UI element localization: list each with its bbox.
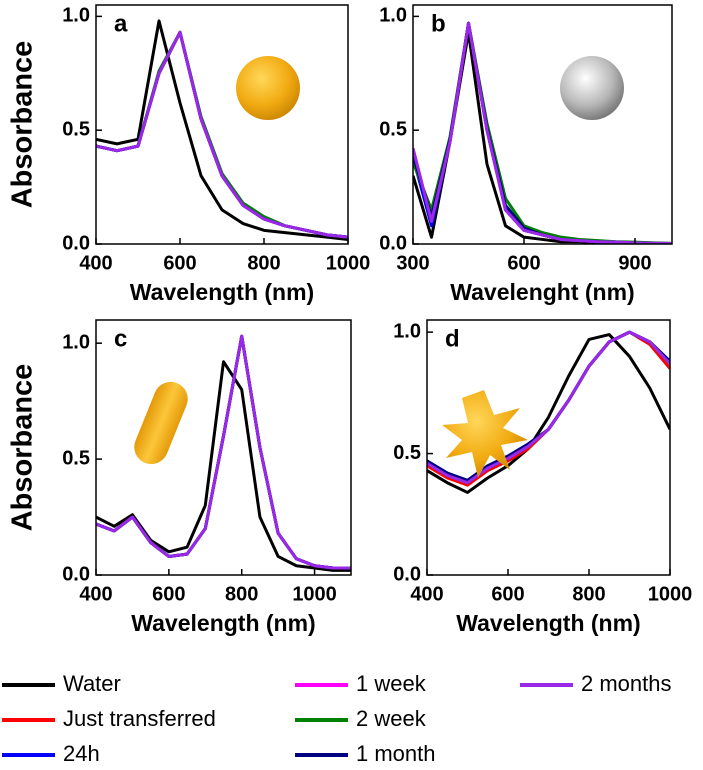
y-tick-label: 0.0 — [393, 563, 421, 585]
series-line — [427, 330, 670, 485]
series-line — [427, 330, 670, 482]
y-tick-label: 0.5 — [379, 118, 407, 140]
x-tick-label: 400 — [79, 252, 112, 274]
series-line — [96, 19, 348, 241]
plot-frame — [412, 4, 673, 245]
plot-frame — [95, 319, 352, 576]
series-line — [427, 333, 670, 494]
plot-frame — [426, 319, 671, 576]
x-axis-label: Wavelength (nm) — [130, 279, 314, 305]
x-tick-label: 600 — [491, 583, 524, 605]
series-line — [96, 334, 351, 570]
series-line — [96, 30, 348, 239]
legend-label: Water — [63, 671, 121, 696]
sphere-silver — [560, 56, 624, 120]
legend-label: 1 month — [356, 741, 436, 766]
legend-label: 2 months — [581, 671, 672, 696]
x-tick-label: 600 — [163, 252, 196, 274]
panel: 300 600 900 0.0 0.5 1.0 b Wavelenght (nm) — [379, 4, 673, 305]
plot-lines — [96, 19, 348, 241]
series-line — [413, 21, 672, 244]
x-tick-label: 600 — [507, 252, 540, 274]
y-tick-label: 1.0 — [62, 5, 90, 27]
x-tick-label: 800 — [247, 252, 280, 274]
y-axis-label: Absorbance — [7, 41, 39, 209]
x-axis-label: Wavelength (nm) — [131, 610, 315, 636]
x-tick-label: 800 — [225, 583, 258, 605]
y-tick-label: 0.5 — [393, 442, 421, 464]
series-line — [96, 30, 348, 239]
panel-label: b — [431, 10, 446, 37]
plot-lines — [96, 334, 351, 572]
y-tick-label: 0.0 — [379, 232, 407, 254]
x-tick-label: 400 — [410, 583, 443, 605]
x-tick-label: 600 — [152, 583, 185, 605]
x-tick-label: 800 — [572, 583, 605, 605]
y-tick-label: 1.0 — [379, 5, 407, 27]
x-tick-label: 300 — [396, 252, 429, 274]
insets — [134, 56, 624, 478]
series-line — [427, 330, 670, 485]
panel-label: a — [114, 10, 128, 37]
panel-label: c — [114, 325, 127, 352]
panel-label: d — [445, 325, 460, 352]
y-tick-label: 1.0 — [62, 331, 90, 353]
x-tick-label: 1000 — [648, 583, 693, 605]
legend-label: Just transferred — [63, 706, 216, 731]
plot-lines — [413, 21, 672, 244]
legend-label: 1 week — [356, 671, 427, 696]
y-tick-label: 0.5 — [62, 447, 90, 469]
x-tick-label: 1000 — [292, 583, 337, 605]
series-line — [96, 30, 348, 239]
series-line — [427, 330, 670, 485]
y-tick-label: 1.0 — [393, 320, 421, 342]
x-tick-label: 900 — [618, 252, 651, 274]
y-axis-label: Absorbance — [7, 364, 39, 532]
y-tick-label: 0.5 — [62, 118, 90, 140]
plot-frame — [95, 4, 349, 245]
legend-label: 24h — [63, 741, 100, 766]
x-tick-label: 400 — [79, 583, 112, 605]
x-axis-label: Wavelength (nm) — [456, 610, 640, 636]
star — [442, 390, 528, 478]
sphere-gold — [236, 56, 300, 120]
panel: 400 600 800 1000 0.0 0.5 1.0 c Wavelength (nm) Ab… — [7, 319, 352, 636]
y-tick-label: 0.0 — [62, 232, 90, 254]
rod — [134, 381, 188, 465]
series-line — [96, 360, 351, 572]
series-line — [96, 30, 348, 239]
y-tick-label: 0.0 — [62, 563, 90, 585]
series-line — [427, 330, 670, 485]
x-tick-label: 1000 — [326, 252, 371, 274]
legend-label: 2 week — [356, 706, 427, 731]
series-line — [96, 30, 348, 239]
panel: 400 600 800 1000 0.0 0.5 1.0 d Wavelength (nm) — [393, 319, 693, 636]
panel: 400 600 800 1000 0.0 0.5 1.0 a Wavelength (nm) Ab… — [7, 4, 371, 305]
plot-lines — [427, 330, 670, 494]
x-axis-label: Wavelenght (nm) — [450, 279, 634, 305]
series-line — [96, 30, 348, 239]
series-line — [427, 330, 670, 487]
